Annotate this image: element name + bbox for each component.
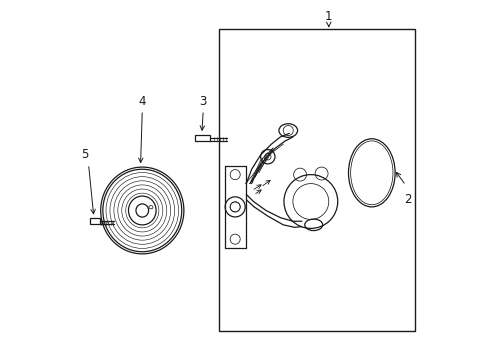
Bar xyxy=(89,218,100,225)
Text: 4: 4 xyxy=(138,95,146,108)
Text: 5: 5 xyxy=(81,148,88,161)
Text: 3: 3 xyxy=(199,95,206,108)
Bar xyxy=(224,166,245,248)
Bar xyxy=(195,135,209,140)
Text: 1: 1 xyxy=(325,10,332,23)
Text: 2: 2 xyxy=(403,193,410,206)
Bar xyxy=(219,30,414,330)
